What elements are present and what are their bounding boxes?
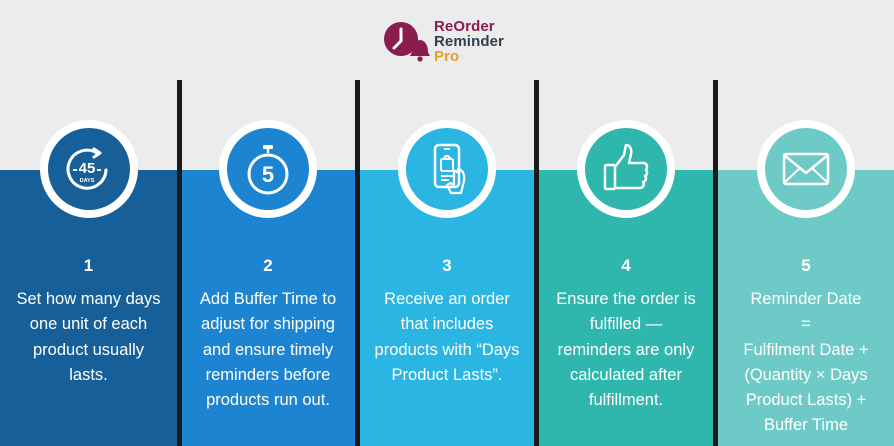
step-4-icon-circle: [577, 120, 675, 218]
step-5-line: Fulfilment Date +: [743, 340, 869, 359]
reorder-reminder-pro-logo: ReOrder Reminder Pro: [383, 18, 523, 68]
step-1-description: Set how many days one unit of each produ…: [0, 287, 177, 388]
column-divider: [355, 80, 360, 446]
step-1-line: one unit of each: [29, 315, 148, 334]
step-2-icon-circle: 5: [219, 120, 317, 218]
step-2-description: Add Buffer Time to adjust for shipping a…: [181, 287, 355, 413]
logo-wordmark: ReOrder Reminder Pro: [434, 19, 504, 64]
step-1-number: 1: [83, 256, 94, 275]
step-4-description: Ensure the order is fulfilled — reminder…: [539, 287, 713, 413]
step-5-number: 5: [801, 256, 811, 275]
step-1-icon-circle: 45 DAYS: [40, 120, 138, 218]
step-2-line: reminders before: [205, 365, 331, 384]
step-5-line: Reminder Date: [750, 290, 862, 308]
stopwatch-45-days-icon: 45 DAYS: [66, 147, 108, 190]
logo-line-reminder: Reminder: [434, 33, 504, 50]
timer-5-icon: 5: [247, 145, 289, 195]
step-3-description: Receive an order that includes products …: [360, 287, 534, 388]
logo-line-pro: Pro: [434, 48, 460, 65]
thumbs-up-icon: [603, 143, 649, 191]
step-2-number: 2: [263, 256, 273, 275]
step-3-line: Receive an order: [384, 290, 510, 308]
step-3-line: Product Lasts”.: [391, 365, 503, 384]
step-4-number: 4: [621, 256, 631, 275]
smartphone-shopping-icon: [433, 143, 466, 195]
step-4-line: fulfillment.: [588, 391, 664, 410]
clock-bell-logo-icon: [384, 22, 430, 62]
step-2-line: adjust for shipping: [201, 315, 335, 334]
column-divider: [177, 80, 182, 446]
column-divider: [534, 80, 539, 446]
envelope-icon: [782, 152, 830, 186]
step-5-line: =: [801, 315, 811, 334]
step-2-line: Add Buffer Time to: [199, 290, 337, 308]
step-4-line: calculated after: [570, 365, 682, 384]
step-5-description: Reminder Date = Fulfilment Date + (Quant…: [718, 287, 894, 439]
step-5-line: Product Lasts) +: [745, 391, 867, 410]
logo-line-reorder: ReOrder: [434, 18, 495, 35]
step-3-line: that includes: [400, 315, 494, 334]
step-5-line: Buffer Time: [763, 416, 849, 435]
step-2-line: and ensure timely: [202, 340, 334, 359]
step-4-line: Ensure the order is: [556, 290, 696, 308]
step-5-line: (Quantity × Days: [744, 365, 868, 384]
step-2-line: products run out.: [206, 391, 330, 410]
step-3-line: products with “Days: [374, 340, 520, 359]
column-divider: [713, 80, 718, 446]
step-5-icon-circle: [757, 120, 855, 218]
days-badge-value: 45: [79, 160, 96, 177]
step-3-icon-circle: [398, 120, 496, 218]
step-1-line: Set how many days: [16, 290, 161, 308]
days-badge-unit: DAYS: [80, 178, 95, 184]
step-4-line: reminders are only: [557, 340, 695, 359]
step-1-line: lasts.: [69, 365, 108, 384]
step-3-number: 3: [442, 256, 452, 275]
step-1-line: product usually: [33, 340, 144, 359]
timer-badge-value: 5: [262, 162, 274, 187]
step-4-line: fulfilled —: [589, 315, 663, 334]
